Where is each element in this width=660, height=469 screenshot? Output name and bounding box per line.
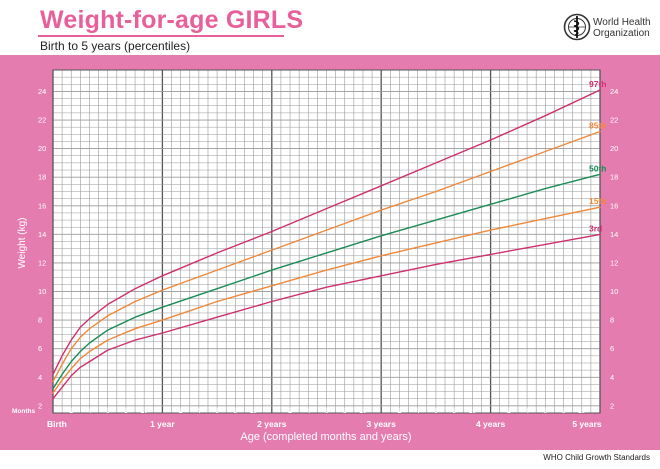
x-tick-month: 10 [359,408,367,415]
y-tick-left: 2 [38,401,42,410]
who-logo: World Health Organization [563,11,659,45]
x-tick-year: 3 years [367,419,397,429]
y-tick-left: 12 [38,258,46,267]
y-tick-left: 4 [38,373,42,382]
chart-title: Weight-for-age GIRLS [40,6,304,34]
y-tick-right: 22 [610,116,618,125]
series-label-50th: 50th [589,163,606,173]
x-tick-month: 10 [250,408,258,415]
x-axis-label: Age (completed months and years) [240,431,411,443]
series-label-3rd: 3rd [589,223,602,233]
x-tick-year: 5 years [572,419,602,429]
footer-credit: WHO Child Growth Standards [543,453,650,462]
x-tick-month: 4 [416,408,420,415]
y-tick-right: 24 [610,87,618,96]
x-tick-year: 4 years [476,419,506,429]
y-tick-left: 8 [38,316,42,325]
plot-border [52,69,601,414]
x-tick-year: 2 years [257,419,287,429]
x-tick-month: 8 [343,408,347,415]
series-label-97th: 97th [589,79,606,89]
y-tick-right: 2 [610,401,614,410]
x-tick-month: 8 [452,408,456,415]
y-tick-left: 22 [38,116,46,125]
y-tick-left: 14 [38,230,46,239]
y-tick-left: 6 [38,344,42,353]
y-tick-right: 6 [610,344,614,353]
y-tick-left: 16 [38,201,46,210]
x-tick-month: 10 [469,408,477,415]
x-tick-year: Birth [47,419,67,429]
who-name-line2: Organization [593,28,650,39]
y-tick-right: 10 [610,287,618,296]
x-tick-month: 4 [306,408,310,415]
months-label: Months [12,408,35,415]
curve-3rd [52,233,601,400]
gridlines [52,69,601,414]
y-axis-label: Weight (kg) [17,218,28,269]
who-emblem-icon [563,13,591,41]
curve-50th [52,173,601,390]
x-tick-month: 4 [197,408,201,415]
y-tick-right: 16 [610,201,618,210]
x-tick-month: 8 [124,408,128,415]
x-tick-month: 6 [106,408,110,415]
y-tick-right: 14 [610,230,618,239]
x-tick-month: 2 [507,408,511,415]
x-tick-month: 6 [325,408,329,415]
y-tick-left: 10 [38,287,46,296]
y-tick-right: 4 [610,373,614,382]
x-tick-month: 8 [562,408,566,415]
x-tick-year: 1 year [150,419,175,429]
y-tick-right: 20 [610,144,618,153]
x-tick-month: 4 [88,408,92,415]
x-tick-month: 2 [69,408,73,415]
curve-97th [52,89,601,376]
series-label-85th: 85th [589,120,606,130]
y-tick-left: 24 [38,87,46,96]
x-tick-month: 10 [141,408,149,415]
curve-15th [52,206,601,394]
curve-85th [52,130,601,383]
x-tick-month: 4 [525,408,529,415]
y-tick-left: 18 [38,173,46,182]
x-tick-month: 6 [434,408,438,415]
x-tick-month: 2 [288,408,292,415]
series-label-15th: 15th [589,196,606,206]
y-tick-right: 12 [610,258,618,267]
y-tick-right: 18 [610,173,618,182]
x-tick-month: 6 [543,408,547,415]
y-tick-right: 8 [610,316,614,325]
x-tick-month: 2 [398,408,402,415]
x-tick-month: 2 [179,408,183,415]
x-tick-month: 10 [578,408,586,415]
y-tick-left: 20 [38,144,46,153]
x-tick-month: 8 [234,408,238,415]
chart-subtitle: Birth to 5 years (percentiles) [40,39,191,53]
x-tick-month: 6 [215,408,219,415]
title-rule [38,35,284,37]
who-name-line1: World Health [593,17,651,28]
percentile-curves: 97th 85th 50th 15th 3rd [52,79,606,400]
